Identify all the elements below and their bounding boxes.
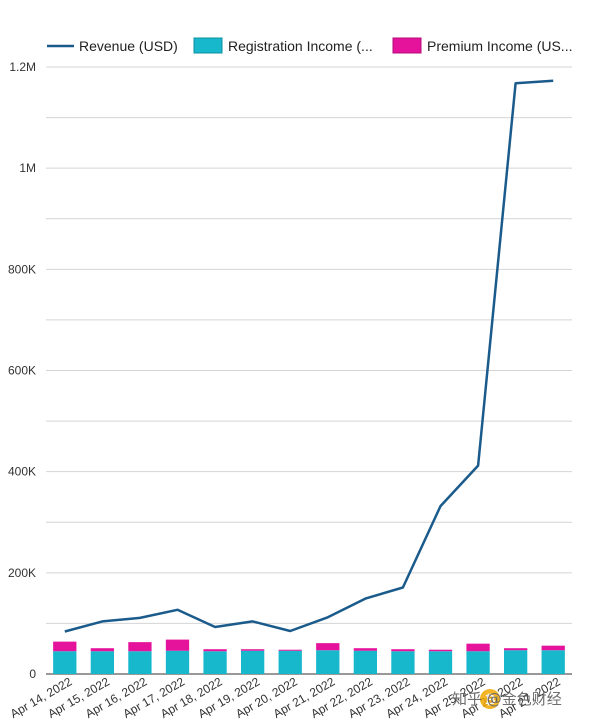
bar-registration-income[interactable] [90,651,115,674]
legend-item-registration[interactable]: Registration Income (... [193,37,373,54]
bar-premium-income[interactable] [53,641,77,652]
bar-premium-income[interactable] [90,648,115,652]
y-tick-label: 1.2M [9,60,36,74]
bar-premium-income[interactable] [316,643,340,651]
bar-premium-income[interactable] [503,648,528,651]
y-tick-label: 400K [8,465,36,479]
bar-premium-income[interactable] [353,648,378,651]
y-axis-ticks: 0 200K 400K 600K 800K 1M 1.2M [8,60,36,681]
bar-registration-income[interactable] [541,650,565,674]
bar-registration-income[interactable] [353,650,378,674]
bar-premium-income[interactable] [391,649,415,652]
bar-registration-income[interactable] [316,650,340,674]
legend-swatch-registration [193,37,223,54]
bar-premium-income[interactable] [466,643,490,652]
bars [53,639,565,674]
bar-premium-income[interactable] [428,649,453,652]
y-tick-label: 1M [19,161,36,175]
bar-registration-income[interactable] [278,650,302,674]
bar-registration-income[interactable] [53,651,77,674]
legend-item-premium[interactable]: Premium Income (US... [392,37,572,54]
bar-registration-income[interactable] [128,651,152,674]
bar-registration-income[interactable] [428,651,453,674]
bitcoin-icon-glyph: ₿ [485,693,496,708]
bitcoin-icon [480,689,500,709]
y-tick-label: 600K [8,364,36,378]
bar-premium-income[interactable] [240,649,265,651]
bar-premium-income[interactable] [278,649,302,651]
y-tick-label: 0 [29,667,36,681]
grid [46,66,572,675]
revenue-line-group [64,79,554,633]
legend-label-premium: Premium Income (US... [427,38,572,54]
legend-label-revenue: Revenue (USD) [79,38,178,54]
bar-premium-income[interactable] [128,642,152,652]
watermark: ₿ 知乎 @金色财经 [452,689,562,709]
bar-registration-income[interactable] [391,651,415,674]
bar-registration-income[interactable] [240,650,265,674]
bar-registration-income[interactable] [503,650,528,674]
revenue-line[interactable] [64,79,554,633]
bar-premium-income[interactable] [541,645,565,651]
watermark-text: 知乎 @金色财经 [452,690,562,708]
bar-registration-income[interactable] [203,651,227,674]
legend-label-registration: Registration Income (... [228,38,373,54]
bar-premium-income[interactable] [203,649,227,652]
legend-item-revenue[interactable]: Revenue (USD) [47,38,178,54]
bar-registration-income[interactable] [165,650,190,674]
y-tick-label: 200K [8,566,36,580]
legend[interactable]: Revenue (USD) Registration Income (... P… [47,37,572,54]
bar-premium-income[interactable] [165,639,190,651]
bar-registration-income[interactable] [466,651,490,674]
legend-swatch-premium [392,37,422,54]
y-tick-label: 800K [8,262,36,276]
